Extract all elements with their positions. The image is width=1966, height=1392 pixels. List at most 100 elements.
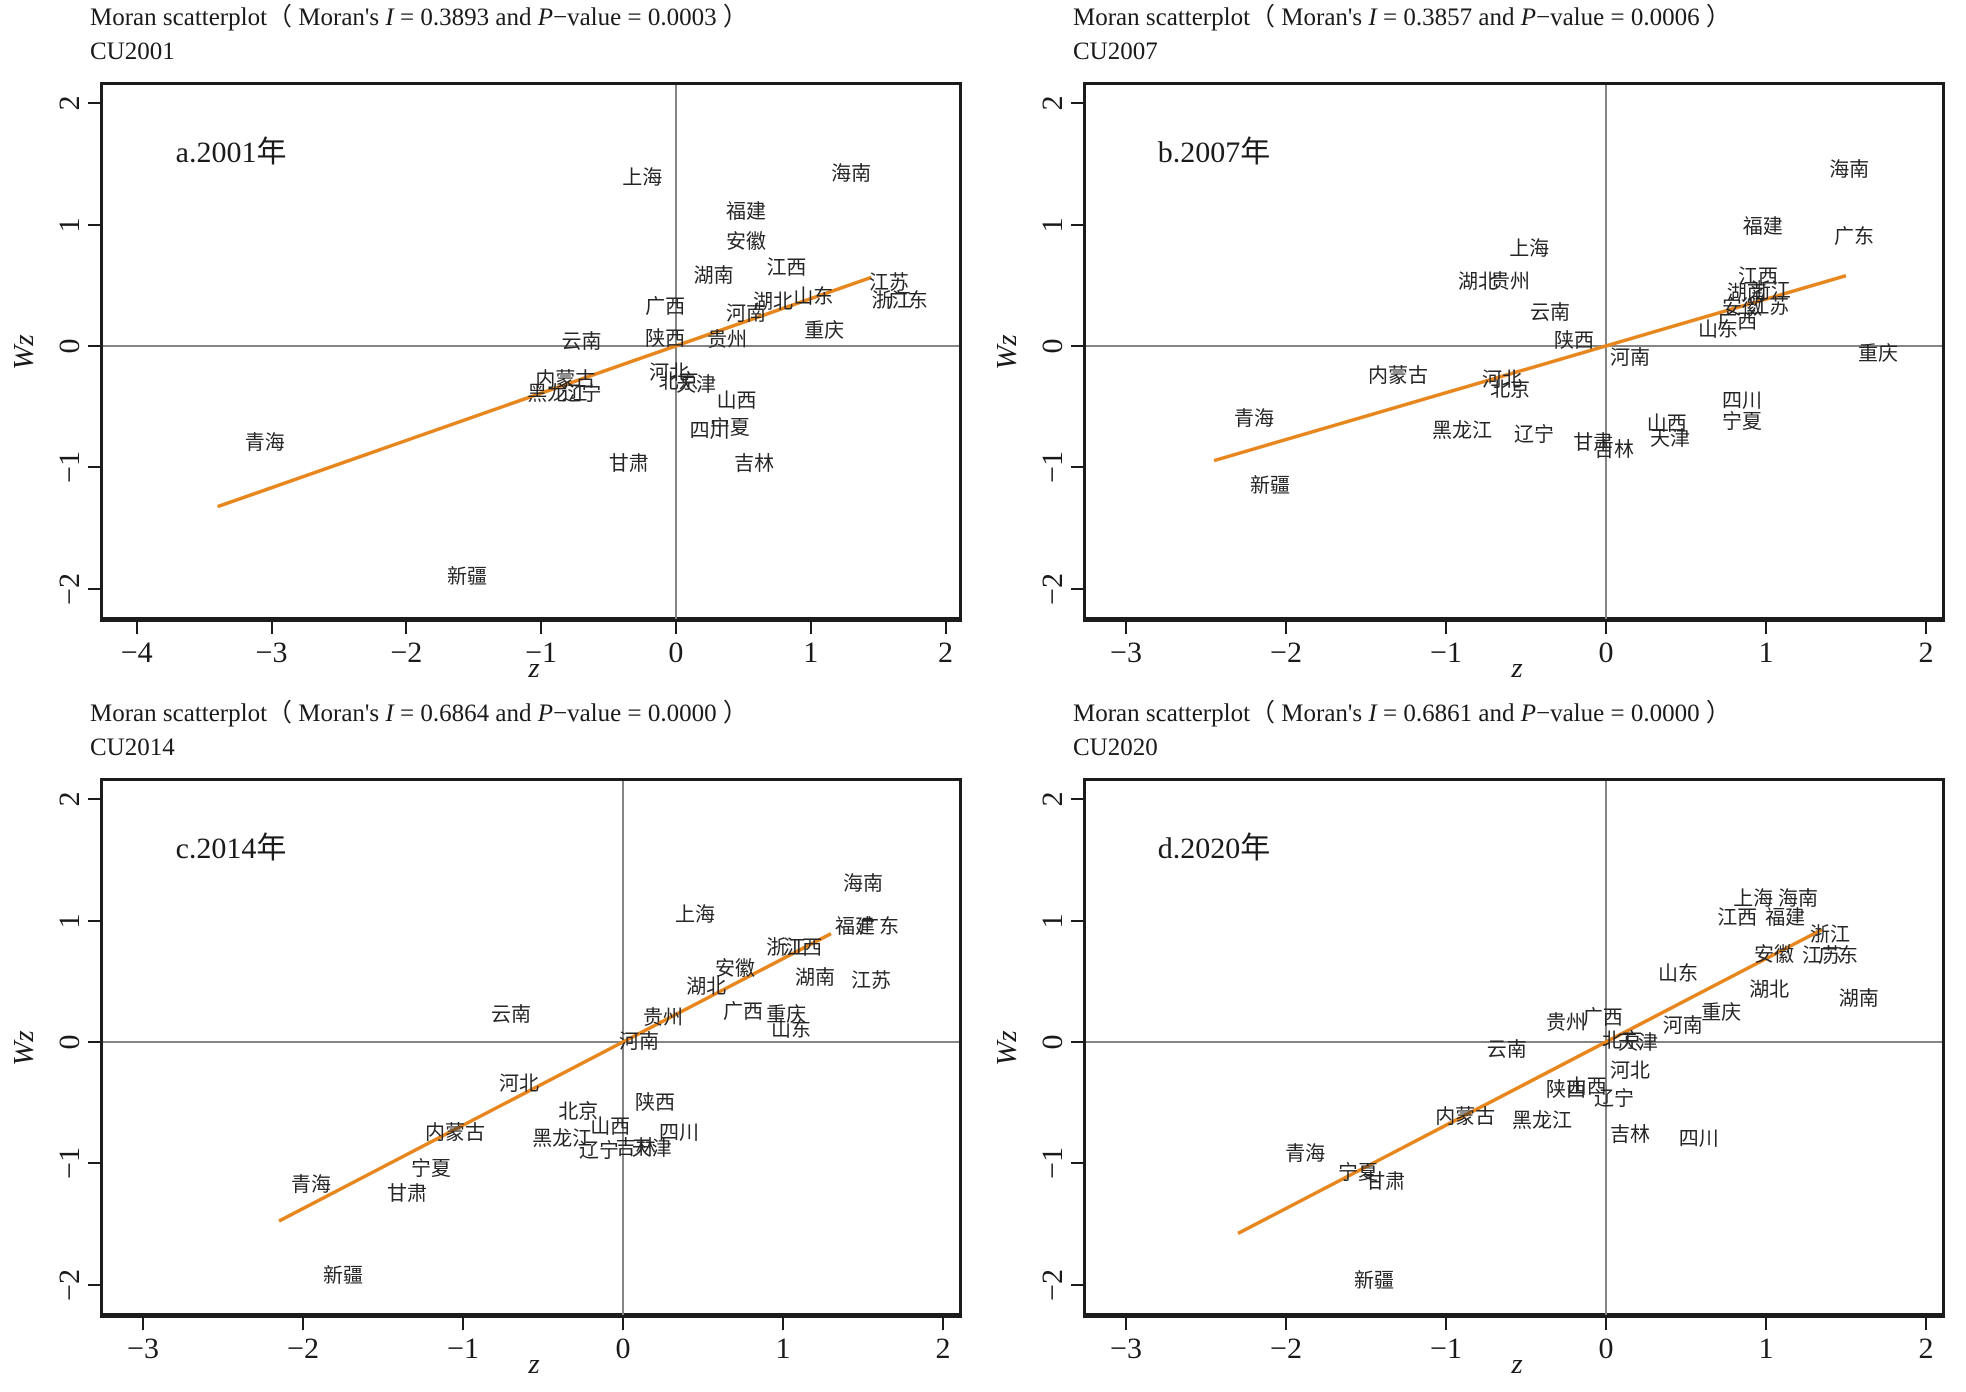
chart-subtitle: CU2001 xyxy=(90,38,175,65)
y-tick-label: 2 xyxy=(53,791,86,807)
p-symbol: P xyxy=(537,700,553,727)
morans-i-symbol: I xyxy=(1368,700,1377,727)
x-tick-label: −3 xyxy=(127,1332,159,1365)
point-label-北京: 北京 xyxy=(658,371,699,394)
x-tick-label: 1 xyxy=(775,1332,791,1365)
x-tick-label: −3 xyxy=(1110,636,1142,669)
p-symbol: P xyxy=(1520,700,1536,727)
x-tick-mark xyxy=(1285,1318,1287,1330)
chart-title: Moran scatterplot（ Moran's I = 0.6861 an… xyxy=(1073,698,1731,730)
point-label-山西: 山西 xyxy=(1566,1075,1607,1098)
point-label-湖北: 湖北 xyxy=(752,291,793,314)
point-label-江西: 江西 xyxy=(766,257,807,280)
point-label-内蒙古: 内蒙古 xyxy=(425,1121,485,1144)
zero-line-horizontal xyxy=(103,1040,959,1043)
x-tick-label: −4 xyxy=(120,636,153,669)
point-label-江苏: 江苏 xyxy=(1749,296,1790,319)
point-label-浙江: 浙江 xyxy=(1810,924,1850,947)
y-tick-label: −1 xyxy=(53,1147,86,1180)
title-text: Moran scatterplot（ Moran's xyxy=(90,4,386,31)
p-symbol: P xyxy=(1520,4,1536,31)
point-label-海南: 海南 xyxy=(831,162,872,185)
point-label-安徽: 安徽 xyxy=(1722,297,1762,320)
point-label-新疆: 新疆 xyxy=(1354,1270,1394,1293)
y-tick-mark xyxy=(88,223,100,226)
point-label-甘肃: 甘肃 xyxy=(1365,1170,1406,1193)
trend-line xyxy=(217,275,872,509)
point-label-吉林: 吉林 xyxy=(1594,439,1634,462)
x-tick-label: 0 xyxy=(668,636,684,669)
year-annotation: d.2020年 xyxy=(1157,832,1271,866)
zero-line-vertical xyxy=(1605,781,1607,1315)
point-label-山东: 山东 xyxy=(771,1018,811,1041)
point-label-天津: 天津 xyxy=(1618,1032,1658,1055)
point-label-新疆: 新疆 xyxy=(446,565,487,588)
x-tick-mark xyxy=(135,622,138,634)
point-label-陕西: 陕西 xyxy=(1546,1079,1586,1102)
x-tick-label: 1 xyxy=(1758,1332,1774,1365)
chart-subtitle: CU2014 xyxy=(90,734,175,761)
y-tick-label: −2 xyxy=(1036,572,1069,605)
point-label-江西: 江西 xyxy=(782,937,823,960)
title-text: Moran scatterplot（ Moran's xyxy=(1073,700,1369,727)
point-label-内蒙古: 内蒙古 xyxy=(1368,365,1428,388)
point-label-河北: 河北 xyxy=(1482,368,1522,391)
plot-area: a.2001年 上海 海南 福建 安徽 湖南 江西 湖北 山东 江苏 浙江 广东 河南 广西 陕西 贵州 重庆 云… xyxy=(100,82,962,622)
chart-title: Moran scatterplot（ Moran's I = 0.6864 an… xyxy=(90,698,748,730)
point-label-重庆: 重庆 xyxy=(804,320,845,343)
y-tick-mark xyxy=(88,1040,100,1043)
x-tick-mark xyxy=(302,1318,304,1330)
point-label-甘肃: 甘肃 xyxy=(1573,432,1614,455)
x-axis-label: z xyxy=(1511,1348,1523,1380)
point-label-北京: 北京 xyxy=(1602,1029,1642,1052)
y-tick-label: 1 xyxy=(1036,913,1069,929)
x-tick-label: 2 xyxy=(935,1332,951,1365)
point-label-吉林: 吉林 xyxy=(734,452,775,475)
x-tick-mark xyxy=(405,622,408,634)
point-label-四川: 四川 xyxy=(1722,389,1762,412)
point-label-陕西: 陕西 xyxy=(1554,330,1594,353)
x-tick-mark xyxy=(1765,622,1767,634)
x-tick-label: 0 xyxy=(1598,1332,1614,1365)
point-label-天津: 天津 xyxy=(676,373,717,396)
y-tick-label: 0 xyxy=(1036,1034,1069,1050)
point-label-河北: 河北 xyxy=(1610,1060,1650,1083)
point-label-四川: 四川 xyxy=(689,419,730,442)
point-label-贵州: 贵州 xyxy=(1490,270,1530,293)
x-tick-label: 2 xyxy=(1918,636,1934,669)
trend-line xyxy=(1213,273,1847,463)
y-tick-mark xyxy=(88,1283,100,1286)
y-tick-mark xyxy=(1071,1283,1083,1286)
zero-line-horizontal xyxy=(1086,344,1942,347)
zero-line-vertical xyxy=(1605,85,1607,619)
point-label-广东: 广东 xyxy=(859,915,899,938)
point-label-辽宁: 辽宁 xyxy=(1514,423,1554,446)
title-text: Moran scatterplot（ Moran's xyxy=(1073,4,1369,31)
point-label-安徽: 安徽 xyxy=(715,958,755,981)
plot-area: d.2020年 上海 海南 江西 福建 浙江 安徽 江苏 广东 山东 湖北 湖南 贵州 广西 重庆 河南 北京天… xyxy=(1083,778,1945,1318)
point-label-青海: 青海 xyxy=(1234,407,1274,430)
x-tick-mark xyxy=(1765,1318,1767,1330)
point-label-河北: 河北 xyxy=(499,1073,539,1096)
trend-line-layer xyxy=(217,275,872,509)
y-tick-mark xyxy=(88,587,100,590)
point-label-福建: 福建 xyxy=(726,201,766,224)
morans-i-value: = 0.6861 and xyxy=(1376,700,1521,727)
chart-subtitle: CU2007 xyxy=(1073,38,1158,65)
point-label-海南: 海南 xyxy=(843,873,883,896)
x-axis-label: z xyxy=(528,1348,540,1380)
x-tick-mark xyxy=(782,1318,784,1330)
point-label-宁夏: 宁夏 xyxy=(1722,411,1762,434)
y-axis-label: Wz xyxy=(8,334,40,370)
point-label-广西: 广西 xyxy=(645,296,686,319)
point-label-北京: 北京 xyxy=(558,1101,599,1124)
point-label-云南: 云南 xyxy=(561,331,602,354)
morans-i-symbol: I xyxy=(1368,4,1377,31)
chart-subtitle: CU2020 xyxy=(1073,734,1158,761)
y-tick-mark xyxy=(1071,919,1083,922)
point-label-广西: 广西 xyxy=(723,1000,763,1023)
point-label-辽宁: 辽宁 xyxy=(579,1140,619,1163)
point-label-山东: 山东 xyxy=(1698,319,1738,342)
panel-cu2014: Moran scatterplot（ Moran's I = 0.6864 an… xyxy=(0,696,983,1392)
